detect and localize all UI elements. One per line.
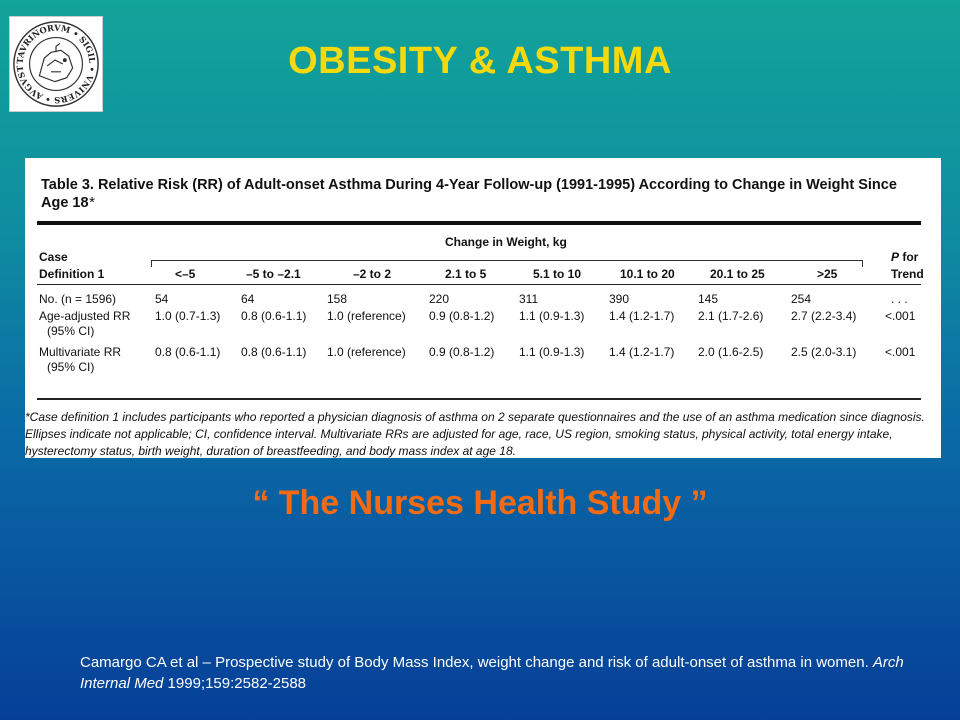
col-header: <–5 [175,267,196,281]
row-label: Multivariate RR [39,345,122,359]
p-value-cell: <.001 [885,309,916,323]
table-cell: 1.4 (1.2-1.7) [609,345,675,359]
col-header: 5.1 to 10 [533,267,582,281]
weight-change-spanner: Change in Weight, kg [445,235,567,249]
table-caption: Table 3. Relative Risk (RR) of Adult-ons… [41,176,921,212]
table-top-rule [37,221,921,225]
col-header: 20.1 to 25 [710,267,765,281]
table-cell: 1.1 (0.9-1.3) [519,345,585,359]
p-value-cell: . . . [891,292,908,306]
table-cell: 1.0 (0.7-1.3) [155,309,221,323]
col-header: –2 to 2 [353,267,392,281]
bottom-rule [37,398,921,400]
table-cell: 0.9 (0.8-1.2) [429,345,495,359]
table-caption-text: Table 3. Relative Risk (RR) of Adult-ons… [41,177,897,211]
row-label: No. (n = 1596) [39,292,117,306]
table-cell: 0.8 (0.6-1.1) [241,345,307,359]
case-label-line1: Case [39,250,68,264]
table-cell: 1.0 (reference) [327,345,406,359]
col-header: 10.1 to 20 [620,267,675,281]
table-cell: 2.5 (2.0-3.1) [791,345,857,359]
table-cell: 0.8 (0.6-1.1) [241,309,307,323]
table-cell: 0.8 (0.6-1.1) [155,345,221,359]
table-footnote: *Case definition 1 includes participants… [25,410,925,458]
table-cell: 54 [155,292,169,306]
citation-volume: 1999;159:2582-2588 [163,675,307,692]
university-seal-logo: TAVRINORVM • SIGIL • VNIVERS • AVGVSTAE [9,16,103,112]
table-cell: 1.0 (reference) [327,309,406,323]
seal-emblem-icon: TAVRINORVM • SIGIL • VNIVERS • AVGVSTAE [10,17,99,107]
row-label: Age-adjusted RR [39,309,131,323]
p-trend-line2: Trend [891,267,924,281]
table-cell: 2.7 (2.2-3.4) [791,309,857,323]
col-header: 2.1 to 5 [445,267,487,281]
row-label-sub: (95% CI) [47,360,95,374]
table-cell: 254 [791,292,812,306]
table-cell: 64 [241,292,255,306]
header-rule [37,284,921,285]
table-cell: 220 [429,292,450,306]
study-subtitle: “ The Nurses Health Study ” [252,484,708,522]
table-cell: 390 [609,292,630,306]
table-cell: 145 [698,292,719,306]
spanner-bracket [151,260,863,267]
table-cell: 2.0 (1.6-2.5) [698,345,764,359]
citation-text: Camargo CA et al – Prospective study of … [80,654,873,671]
slide-title: OBESITY & ASTHMA [288,40,672,82]
table-cell: 0.9 (0.8-1.2) [429,309,495,323]
table-cell: 158 [327,292,348,306]
table-caption-mark: * [88,195,95,211]
citation: Camargo CA et al – Prospective study of … [80,652,940,694]
case-label-line2: Definition 1 [39,267,105,281]
table-cell: 1.4 (1.2-1.7) [609,309,675,323]
table-cell: 1.1 (0.9-1.3) [519,309,585,323]
citation-journal: Arch Internal Med [80,654,904,692]
col-header: >25 [817,267,838,281]
table-cell: 311 [519,292,539,306]
row-label-sub: (95% CI) [47,324,95,338]
p-value-cell: <.001 [885,345,916,359]
col-header: –5 to –2.1 [246,267,301,281]
table-figure: Table 3. Relative Risk (RR) of Adult-ons… [25,158,941,458]
p-trend-line1: P for [891,250,919,264]
table-cell: 2.1 (1.7-2.6) [698,309,764,323]
